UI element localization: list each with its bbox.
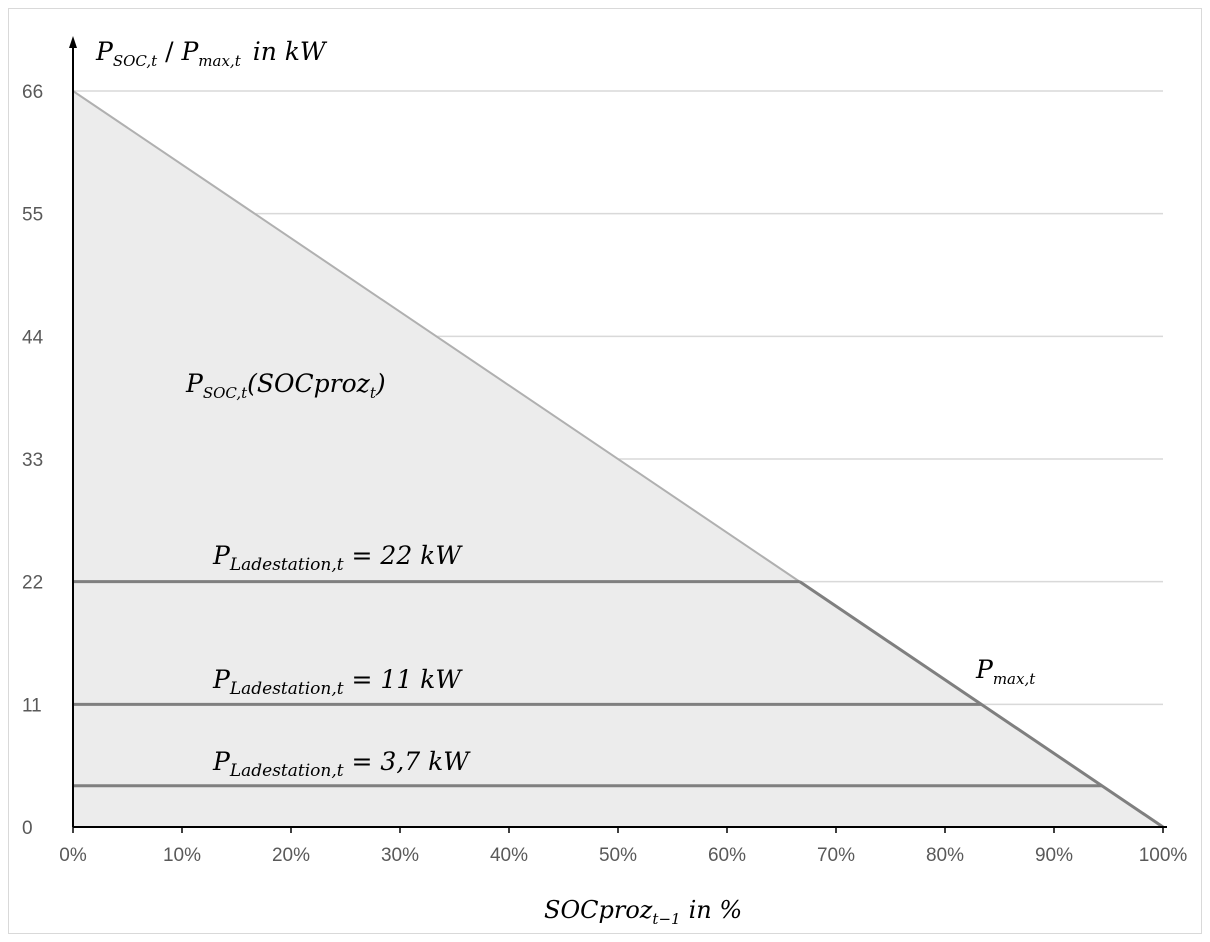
x-axis-label: SOCprozt−1 in % <box>544 896 742 928</box>
x-tick-label-8: 80% <box>926 845 964 866</box>
y-axis-arrowhead <box>69 36 77 48</box>
y-tick-label-6: 66 <box>22 82 43 103</box>
station-3-7-label: PLadestation,t = 3,7 kW <box>212 747 471 781</box>
x-tick-label-10: 100% <box>1139 845 1188 866</box>
series-line-pmax <box>798 580 1164 829</box>
x-tick-label-7: 70% <box>817 845 855 866</box>
y-tick-label-0: 0 <box>22 818 33 839</box>
x-tick-label-0: 0% <box>59 845 87 866</box>
series-lines <box>72 90 1164 829</box>
station-22-label: PLadestation,t = 22 kW <box>212 541 463 575</box>
y-tick-label-3: 33 <box>22 450 43 471</box>
x-tick-label-6: 60% <box>708 845 746 866</box>
y-axis-label: PSOC,t / Pmax,t in kW <box>95 37 328 70</box>
x-tick-label-2: 20% <box>272 845 310 866</box>
y-tick-label-5: 55 <box>22 205 43 226</box>
y-tick-label-4: 44 <box>22 327 44 348</box>
psoc-annotation: PSOC,t(SOCprozt) <box>185 369 386 402</box>
x-tick-label-5: 50% <box>599 845 637 866</box>
y-tick-label-2: 22 <box>22 573 43 594</box>
x-tick-label-3: 30% <box>381 845 419 866</box>
x-tick-label-4: 40% <box>490 845 528 866</box>
station-11-label: PLadestation,t = 11 kW <box>212 665 463 699</box>
y-tick-label-1: 11 <box>22 695 42 716</box>
x-tick-label-9: 90% <box>1035 845 1073 866</box>
x-tick-label-1: 10% <box>163 845 201 866</box>
pmax-annotation: Pmax,t <box>975 655 1036 688</box>
tick-labels: 0% 10% 20% 30% 40% 50% 60% 70% 80% 90% 100% 0 11 22 33… <box>22 82 1187 866</box>
axes <box>69 36 1167 828</box>
